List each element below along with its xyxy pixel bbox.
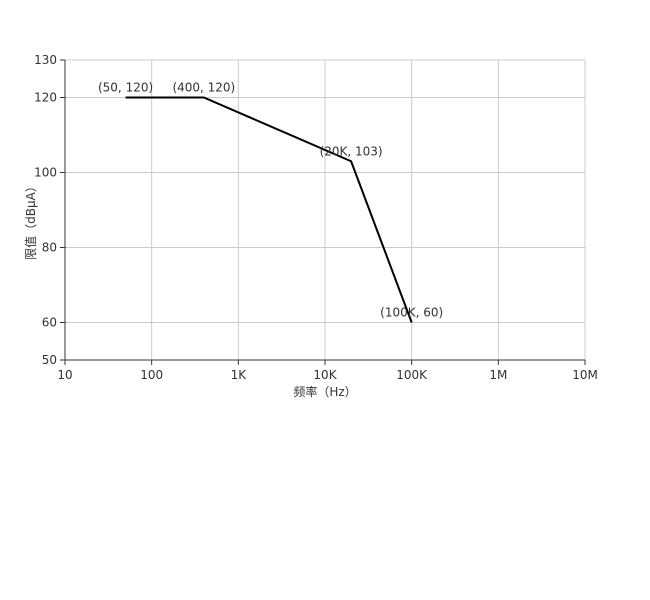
x-tick-label: 1M [489, 368, 507, 382]
data-point-label: (100K, 60) [380, 306, 443, 320]
y-tick-label: 80 [42, 241, 57, 255]
x-tick-label: 10K [313, 368, 337, 382]
x-tick-label: 100K [396, 368, 428, 382]
y-tick-label: 130 [34, 53, 57, 67]
axes: 10 100 1K 10K 100K 1M 10M 50 60 80 100 120 130 [34, 53, 598, 382]
y-tick-label: 60 [42, 316, 57, 330]
data-point-label: (50, 120) [98, 81, 153, 95]
data-labels: (50, 120) (400, 120) (20K, 103) (100K, 60) [98, 81, 443, 320]
x-tick-label: 100 [140, 368, 163, 382]
data-point-label: (400, 120) [172, 81, 235, 95]
limit-series-line [125, 96, 413, 323]
series-layer [125, 96, 413, 323]
x-tick-label: 10M [572, 368, 598, 382]
y-axis-title: 限值（dBμA） [23, 180, 38, 260]
x-tick-label: 10 [57, 368, 72, 382]
data-point-label: (20K, 103) [320, 144, 383, 158]
y-tick-label: 100 [34, 166, 57, 180]
x-axis-title: 频率（Hz） [293, 384, 356, 399]
y-tick-label: 120 [34, 91, 57, 105]
grid-lines [65, 59, 586, 360]
y-tick-label: 50 [42, 353, 57, 367]
x-tick-label: 1K [231, 368, 248, 382]
